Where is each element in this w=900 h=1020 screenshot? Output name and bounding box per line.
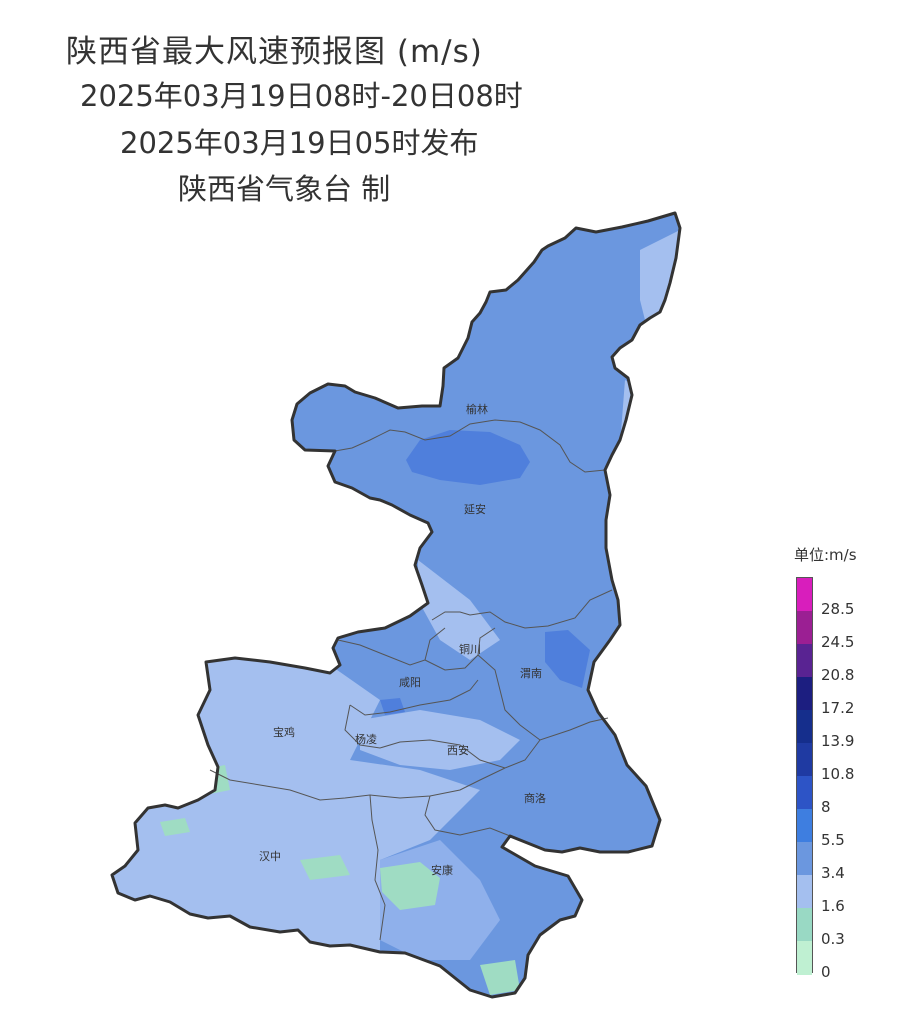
boundary-hanzhong-ankang <box>369 794 386 941</box>
legend-swatch <box>797 776 812 810</box>
legend-swatch <box>797 809 812 843</box>
city-label-tongchuan: 铜川 <box>459 642 481 656</box>
issuing-agency: 陕西省气象台 制 <box>178 172 391 206</box>
legend-swatch <box>797 842 812 876</box>
boundary-yulin-yanan <box>334 419 606 473</box>
calm-patch-1 <box>160 818 190 836</box>
map-title: 陕西省最大风速预报图 (m/s) <box>66 34 483 70</box>
boundary-ankang-shangluo <box>424 795 511 837</box>
wind-speed-shading <box>112 213 680 997</box>
wind-band-5-5-8-yulin <box>406 430 530 485</box>
legend-label: 0.3 <box>821 930 845 948</box>
legend-label: 28.5 <box>821 600 855 618</box>
city-boundaries <box>209 419 613 941</box>
city-label-yanan: 延安 <box>464 502 486 516</box>
legend-swatch <box>797 875 812 909</box>
city-label-yulin: 榆林 <box>466 402 488 416</box>
issue-time: 2025年03月19日05时发布 <box>120 126 479 160</box>
calm-patch-ankang <box>380 862 440 910</box>
legend-swatch <box>797 644 812 678</box>
legend-label: 17.2 <box>821 699 855 717</box>
legend-label: 1.6 <box>821 897 845 915</box>
city-label-baoji: 宝鸡 <box>273 725 295 739</box>
legend-unit: 单位:m/s <box>794 546 857 564</box>
calm-patch-south <box>480 960 520 995</box>
boundary-xian-south <box>344 704 541 769</box>
legend-label: 8 <box>821 798 831 816</box>
legend-label: 5.5 <box>821 831 845 849</box>
boundary-yanan-south <box>431 589 613 629</box>
legend-label: 20.8 <box>821 666 855 684</box>
city-label-ankang: 安康 <box>431 863 453 877</box>
legend-swatch <box>797 710 812 744</box>
city-label-hanzhong: 汉中 <box>259 850 281 863</box>
city-label-shangluo: 商洛 <box>524 791 546 805</box>
boundary-qinling <box>209 767 506 801</box>
legend-swatch <box>797 743 812 777</box>
legend-label: 0 <box>821 963 831 981</box>
legend-color-bar <box>796 577 813 975</box>
province-boundary <box>110 211 682 999</box>
wind-band-5-5-8-xianyang <box>380 698 405 715</box>
city-label-xianyang: 咸阳 <box>399 676 421 689</box>
legend-swatch <box>797 611 812 645</box>
legend-label: 3.4 <box>821 864 845 882</box>
legend-label: 10.8 <box>821 765 855 783</box>
forecast-period: 2025年03月19日08时-20日08时 <box>80 79 523 113</box>
boundary-xianyang-xian <box>349 679 479 716</box>
boundary-weinan <box>477 654 609 741</box>
legend-swatch <box>797 941 812 975</box>
city-label-xian: 西安 <box>447 743 469 757</box>
wind-band-1-6-3-4-north <box>418 560 500 660</box>
legend-label: 13.9 <box>821 732 855 750</box>
city-label-weinan: 渭南 <box>520 667 542 680</box>
legend-label: 24.5 <box>821 633 855 651</box>
legend-swatch <box>797 578 812 612</box>
calm-patch-hanzhong <box>300 855 350 880</box>
wind-band-1-6-3-4-guanzhong <box>360 710 520 770</box>
legend-swatch <box>797 908 812 942</box>
boundary-tongchuan <box>424 627 496 671</box>
wind-band-5-5-8-weinan <box>545 630 590 688</box>
boundary-xianyang-north <box>337 627 446 666</box>
city-label-yangling: 杨凌 <box>355 732 377 746</box>
legend-swatch <box>797 677 812 711</box>
